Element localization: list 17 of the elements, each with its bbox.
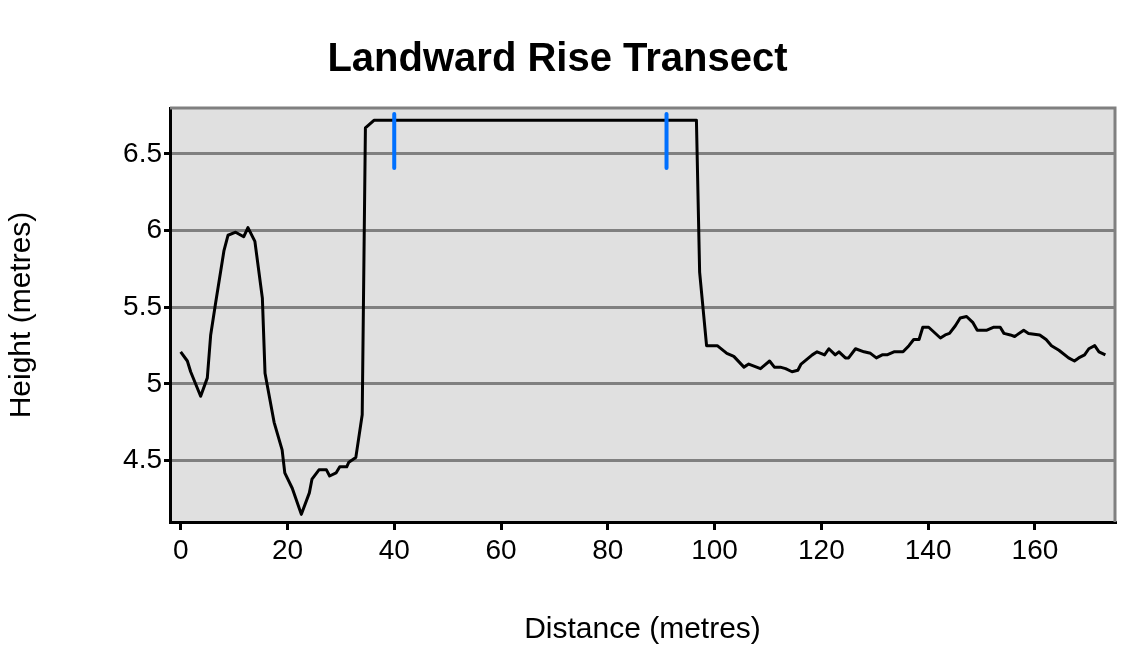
x-tick-label: 40 [378, 533, 410, 565]
x-tick-label: 100 [691, 533, 738, 565]
x-tick-label: 160 [1011, 533, 1059, 565]
x-tick-label: 20 [271, 533, 304, 565]
x-tick-label: 60 [485, 533, 517, 565]
x-tick-label: 120 [798, 533, 845, 565]
y-tick-label: 6 [146, 213, 162, 245]
x-tick-label: 140 [904, 533, 952, 565]
y-axis-title: Height (metres) [3, 211, 37, 419]
chart-title: Landward Rise Transect [327, 35, 788, 80]
y-tick-label: 5.5 [123, 290, 162, 322]
y-tick-label: 6.5 [123, 136, 162, 168]
x-tick-label: 0 [172, 533, 189, 565]
y-tick-label: 4.5 [123, 443, 162, 475]
y-tick-label: 5 [146, 366, 162, 398]
x-axis-title: Distance (metres) [524, 611, 761, 645]
x-tick-label: 80 [592, 533, 624, 565]
